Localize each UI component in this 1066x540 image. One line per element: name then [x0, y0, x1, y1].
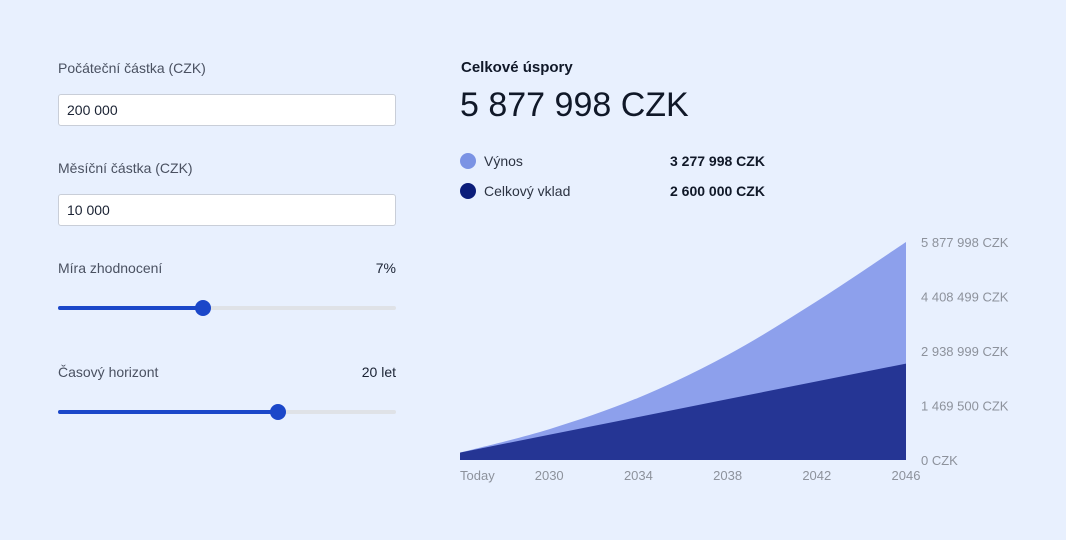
legend-value-deposit: 2 600 000 CZK	[670, 183, 765, 199]
rate-slider[interactable]	[58, 300, 396, 316]
horizon-label: Časový horizont	[58, 364, 159, 380]
y-tick-label: 4 408 499 CZK	[921, 290, 1009, 305]
y-tick-label: 2 938 999 CZK	[921, 344, 1009, 359]
summary-title: Celkové úspory	[461, 59, 573, 76]
summary-total: 5 877 998 CZK	[460, 86, 689, 124]
initial-amount-input[interactable]	[58, 94, 396, 126]
savings-chart: 0 CZK 1 469 500 CZK 2 938 999 CZK 4 408 499…	[460, 235, 1009, 483]
legend-dot-yield	[460, 153, 476, 169]
rate-label: Míra zhodnocení	[58, 260, 163, 276]
initial-amount-label: Počáteční částka (CZK)	[58, 60, 206, 76]
rate-slider-thumb[interactable]	[195, 300, 212, 316]
rate-slider-track[interactable]	[58, 306, 396, 310]
horizon-value: 20 let	[361, 364, 396, 380]
legend-item-deposit: Celkový vklad 2 600 000 CZK	[460, 181, 800, 201]
y-tick-label: 0 CZK	[921, 453, 958, 468]
area-series-deposit	[460, 363, 906, 460]
rate-value: 7%	[375, 260, 396, 276]
horizon-slider[interactable]	[58, 404, 396, 420]
legend-value-yield: 3 277 998 CZK	[670, 153, 765, 169]
legend-label-yield: Výnos	[484, 153, 523, 169]
rate-slider-fill	[58, 306, 204, 310]
legend-dot-deposit	[460, 183, 476, 199]
monthly-amount-input[interactable]	[58, 194, 396, 226]
x-tick-label: 2030	[535, 468, 564, 483]
monthly-amount-label: Měsíční částka (CZK)	[58, 160, 193, 176]
horizon-slider-fill	[58, 410, 278, 414]
y-tick-label: 1 469 500 CZK	[921, 399, 1009, 414]
legend-label-deposit: Celkový vklad	[484, 183, 571, 199]
x-tick-label: 2046	[892, 468, 921, 483]
horizon-slider-thumb[interactable]	[269, 404, 286, 420]
x-tick-label: 2042	[802, 468, 831, 483]
x-tick-label: 2038	[713, 468, 742, 483]
x-tick-label: Today	[460, 468, 495, 483]
y-tick-label: 5 877 998 CZK	[921, 235, 1009, 250]
x-tick-label: 2034	[624, 468, 653, 483]
legend-item-yield: Výnos 3 277 998 CZK	[460, 151, 800, 171]
